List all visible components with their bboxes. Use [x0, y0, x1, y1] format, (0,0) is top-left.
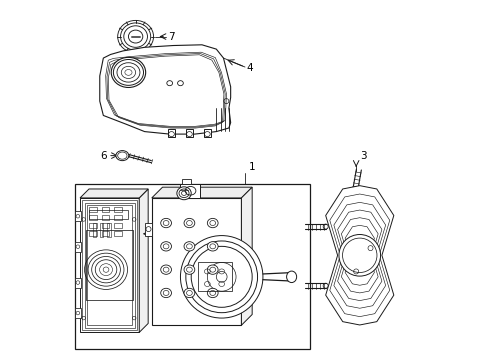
Polygon shape [152, 187, 252, 198]
Text: 1: 1 [248, 162, 255, 172]
Polygon shape [242, 187, 252, 325]
Ellipse shape [177, 187, 191, 200]
Bar [89, 207, 97, 212]
Text: 6: 6 [100, 150, 107, 161]
Ellipse shape [184, 288, 195, 298]
Bar [186, 129, 193, 137]
Bar [152, 198, 242, 325]
Polygon shape [100, 45, 231, 134]
Ellipse shape [184, 242, 195, 251]
Bar [74, 184, 310, 348]
Bar [75, 242, 81, 252]
Bar [145, 223, 152, 235]
Bar [204, 129, 211, 137]
Bar [89, 223, 97, 228]
Polygon shape [80, 189, 148, 198]
Bar [89, 215, 97, 220]
Bar [89, 230, 97, 235]
Ellipse shape [207, 288, 218, 298]
Ellipse shape [161, 242, 171, 251]
Ellipse shape [207, 242, 218, 251]
Bar [75, 308, 81, 318]
Ellipse shape [111, 57, 146, 87]
Bar [182, 179, 191, 184]
Bar [180, 184, 200, 198]
Ellipse shape [339, 234, 381, 276]
Text: 7: 7 [168, 32, 174, 41]
Bar [168, 129, 175, 137]
Bar [87, 205, 132, 325]
Bar [114, 207, 122, 212]
Polygon shape [139, 189, 148, 332]
Ellipse shape [184, 265, 195, 274]
Ellipse shape [207, 219, 218, 228]
Bar [198, 262, 232, 291]
Bar [87, 230, 133, 300]
Ellipse shape [207, 265, 218, 274]
Text: 3: 3 [360, 151, 367, 161]
Text: 4: 4 [247, 63, 253, 73]
Ellipse shape [207, 262, 236, 291]
Ellipse shape [161, 288, 171, 298]
Bar [114, 223, 122, 228]
Bar [85, 203, 135, 328]
Bar [114, 230, 122, 235]
Bar [107, 223, 111, 237]
Text: 2: 2 [162, 229, 169, 239]
Bar [89, 211, 128, 220]
Ellipse shape [180, 235, 263, 318]
Ellipse shape [116, 150, 129, 161]
Text: 5: 5 [208, 188, 215, 198]
Bar [100, 223, 103, 237]
Ellipse shape [184, 219, 195, 228]
Ellipse shape [287, 271, 296, 283]
Bar [101, 223, 109, 228]
Polygon shape [326, 186, 394, 325]
Ellipse shape [161, 265, 171, 274]
Bar [114, 215, 122, 220]
Bar [101, 230, 109, 235]
Bar [82, 200, 137, 330]
Bar [101, 207, 109, 212]
Bar [93, 223, 96, 237]
Bar [75, 211, 81, 221]
Bar [75, 278, 81, 288]
Bar [80, 198, 139, 332]
Bar [101, 215, 109, 220]
Ellipse shape [161, 219, 171, 228]
